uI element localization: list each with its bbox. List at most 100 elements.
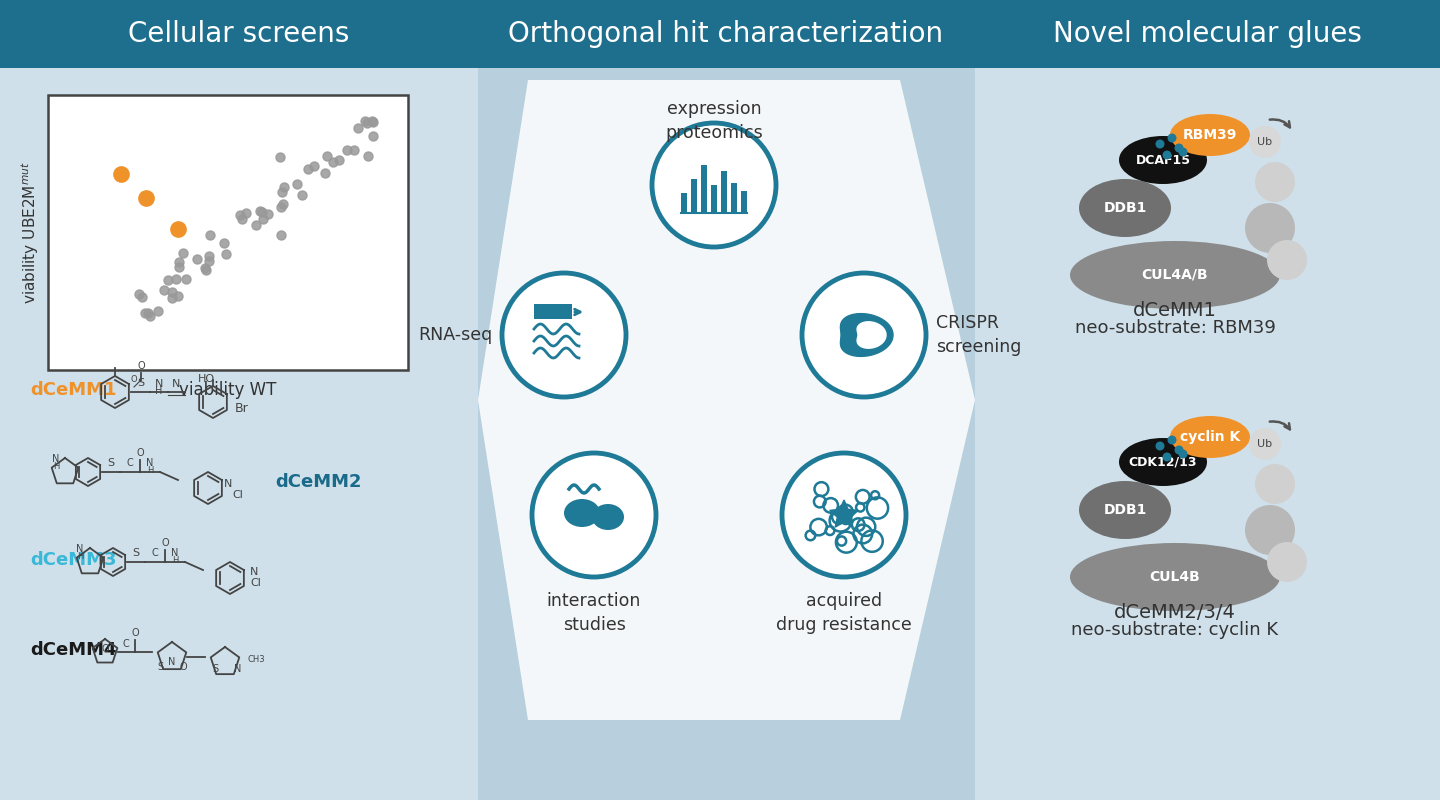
Bar bbox=[48, 95, 408, 370]
Circle shape bbox=[1178, 147, 1188, 157]
Bar bbox=[478, 0, 975, 800]
Text: O: O bbox=[137, 361, 145, 371]
Text: dCeMM1: dCeMM1 bbox=[1133, 301, 1217, 319]
Text: RBM39: RBM39 bbox=[1182, 128, 1237, 142]
Text: S: S bbox=[157, 662, 163, 672]
Ellipse shape bbox=[1079, 481, 1171, 539]
Circle shape bbox=[1175, 446, 1184, 454]
Bar bbox=[534, 304, 572, 319]
Text: Cl: Cl bbox=[232, 490, 243, 500]
Text: S: S bbox=[212, 664, 217, 674]
Ellipse shape bbox=[1079, 179, 1171, 237]
Text: CRISPR
screening: CRISPR screening bbox=[936, 314, 1021, 356]
Polygon shape bbox=[857, 322, 886, 348]
Polygon shape bbox=[829, 500, 858, 527]
Text: Cellular screens: Cellular screens bbox=[128, 20, 350, 48]
Text: CH3: CH3 bbox=[248, 655, 265, 664]
Bar bbox=[691, 179, 697, 213]
Circle shape bbox=[1168, 134, 1176, 142]
Text: H: H bbox=[147, 466, 153, 475]
Bar bbox=[711, 185, 717, 213]
Text: neo-substrate: cyclin K: neo-substrate: cyclin K bbox=[1071, 621, 1279, 639]
Text: CUL4B: CUL4B bbox=[1149, 570, 1201, 584]
Circle shape bbox=[1256, 162, 1295, 202]
Text: DDB1: DDB1 bbox=[1103, 503, 1146, 517]
Text: RNA-seq: RNA-seq bbox=[418, 326, 492, 344]
Circle shape bbox=[1178, 450, 1188, 458]
Polygon shape bbox=[841, 314, 893, 356]
Text: cyclin K: cyclin K bbox=[1179, 430, 1240, 444]
Circle shape bbox=[1162, 150, 1172, 159]
Polygon shape bbox=[478, 80, 975, 720]
Circle shape bbox=[503, 273, 626, 397]
Bar bbox=[701, 165, 707, 213]
Circle shape bbox=[1256, 464, 1295, 504]
Text: N: N bbox=[251, 567, 258, 577]
Text: H: H bbox=[156, 386, 163, 396]
Text: S: S bbox=[108, 458, 115, 468]
Text: Ub: Ub bbox=[1257, 439, 1273, 449]
Text: N: N bbox=[76, 544, 84, 554]
Circle shape bbox=[1246, 203, 1295, 253]
Circle shape bbox=[1168, 435, 1176, 445]
Text: O: O bbox=[131, 628, 138, 638]
Circle shape bbox=[802, 273, 926, 397]
Ellipse shape bbox=[1070, 241, 1280, 309]
Text: N: N bbox=[168, 657, 176, 667]
Bar bbox=[0, 0, 478, 68]
Ellipse shape bbox=[1169, 114, 1250, 156]
Text: dCeMM2: dCeMM2 bbox=[275, 473, 361, 491]
Circle shape bbox=[1267, 240, 1308, 280]
Text: C: C bbox=[151, 548, 158, 558]
Text: O: O bbox=[131, 375, 137, 384]
Text: CUL4A/B: CUL4A/B bbox=[1142, 268, 1208, 282]
Text: expression
proteomics: expression proteomics bbox=[665, 100, 763, 142]
Text: interaction
studies: interaction studies bbox=[547, 592, 641, 634]
Text: Ub: Ub bbox=[1257, 137, 1273, 147]
Ellipse shape bbox=[1119, 438, 1207, 486]
Circle shape bbox=[782, 453, 906, 577]
Text: N: N bbox=[156, 379, 163, 389]
Bar bbox=[478, 0, 975, 68]
Text: O: O bbox=[161, 538, 168, 548]
Bar bbox=[732, 183, 737, 213]
Text: DDB1: DDB1 bbox=[1103, 201, 1146, 215]
Ellipse shape bbox=[1119, 136, 1207, 184]
Bar bbox=[975, 0, 1440, 800]
Text: H: H bbox=[171, 556, 179, 565]
Ellipse shape bbox=[1169, 416, 1250, 458]
Circle shape bbox=[1267, 542, 1308, 582]
Circle shape bbox=[1246, 505, 1295, 555]
Bar bbox=[681, 193, 687, 213]
Circle shape bbox=[652, 123, 776, 247]
Text: H: H bbox=[76, 552, 84, 561]
Ellipse shape bbox=[592, 504, 624, 530]
Text: dCeMM3: dCeMM3 bbox=[30, 551, 117, 569]
Bar bbox=[721, 171, 727, 213]
Text: O: O bbox=[137, 448, 144, 458]
Text: N: N bbox=[171, 379, 180, 389]
Text: C: C bbox=[122, 639, 130, 649]
Bar bbox=[0, 0, 478, 800]
Circle shape bbox=[1248, 126, 1282, 158]
Ellipse shape bbox=[564, 499, 600, 527]
Text: HO: HO bbox=[197, 374, 215, 384]
Bar bbox=[975, 0, 1440, 68]
Text: H: H bbox=[53, 462, 59, 471]
Text: O: O bbox=[179, 662, 187, 672]
Circle shape bbox=[1175, 143, 1184, 153]
Text: viability WT: viability WT bbox=[180, 381, 276, 399]
Text: S: S bbox=[132, 548, 140, 558]
Text: neo-substrate: RBM39: neo-substrate: RBM39 bbox=[1074, 319, 1276, 337]
Circle shape bbox=[1155, 139, 1165, 149]
Text: dCeMM1: dCeMM1 bbox=[30, 381, 117, 399]
Circle shape bbox=[531, 453, 657, 577]
Text: N: N bbox=[52, 454, 59, 464]
Text: DCAF15: DCAF15 bbox=[1136, 154, 1191, 166]
Text: Br: Br bbox=[235, 402, 249, 415]
Text: dCeMM2/3/4: dCeMM2/3/4 bbox=[1115, 602, 1236, 622]
Circle shape bbox=[1155, 442, 1165, 450]
Text: S: S bbox=[137, 378, 144, 388]
Text: N: N bbox=[235, 664, 242, 674]
Text: viability UBE2M$^{mut}$: viability UBE2M$^{mut}$ bbox=[19, 161, 40, 304]
